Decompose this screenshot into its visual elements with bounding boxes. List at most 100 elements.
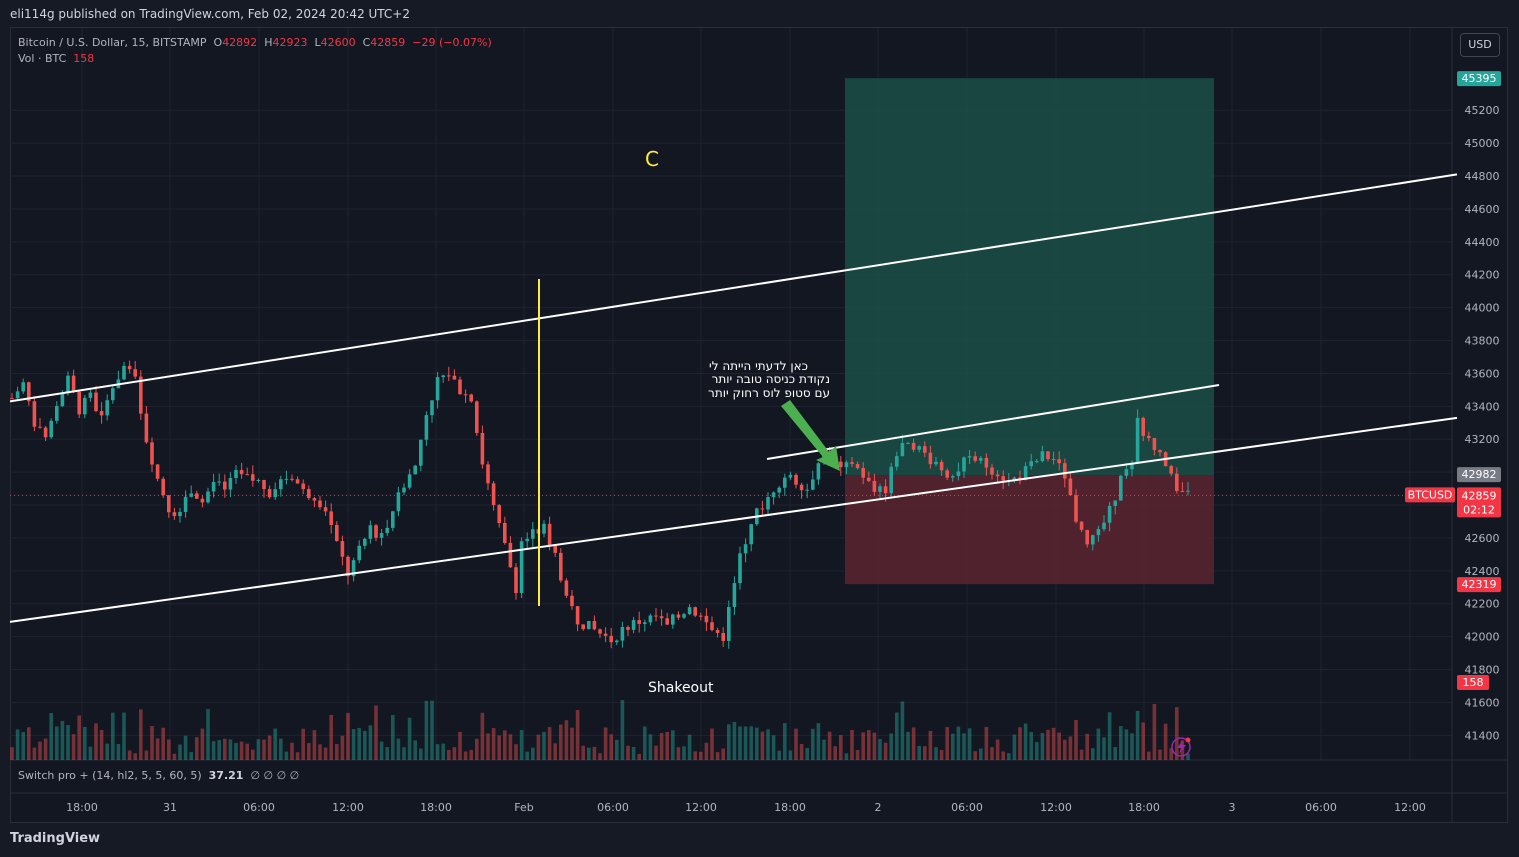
x-tick-label: 2 bbox=[875, 801, 882, 814]
stop-price-tag-bg bbox=[1457, 577, 1501, 593]
volume-bar bbox=[1040, 732, 1045, 760]
candle-body bbox=[127, 365, 132, 370]
stop-zone bbox=[845, 475, 1214, 585]
candle-body bbox=[693, 607, 697, 616]
volume-bar bbox=[788, 750, 793, 760]
candle-body bbox=[88, 392, 93, 398]
volume-bar bbox=[979, 748, 983, 760]
candle-body bbox=[1057, 459, 1061, 464]
candle-body bbox=[1119, 475, 1123, 501]
candle-body bbox=[452, 375, 457, 380]
candle-body bbox=[368, 525, 373, 539]
candle-body bbox=[839, 461, 843, 468]
volume-bar bbox=[581, 745, 585, 760]
volume-bar bbox=[878, 738, 882, 760]
symbol-name: Bitcoin / U.S. Dollar, 15, BITSTAMP bbox=[18, 36, 207, 49]
chart-frame[interactable] bbox=[10, 27, 1508, 823]
volume-bar bbox=[615, 739, 619, 760]
volume-bar bbox=[475, 738, 479, 760]
volume-bar bbox=[503, 730, 507, 760]
candle-body bbox=[267, 489, 272, 498]
candle-body bbox=[1079, 521, 1084, 530]
candle-body bbox=[374, 525, 378, 538]
volume-bar bbox=[116, 743, 121, 760]
volume-bar bbox=[1124, 729, 1129, 760]
volume-bar bbox=[1074, 719, 1078, 760]
hebrew-note-line-3: עם סטופ לוס רחוק יותר bbox=[708, 386, 830, 400]
volume-bar bbox=[435, 744, 440, 760]
volume-bar bbox=[1079, 749, 1084, 760]
currency-button[interactable]: USD bbox=[1460, 33, 1500, 57]
low-value: 42600 bbox=[320, 36, 356, 49]
target-price-tag-bg bbox=[1457, 71, 1501, 87]
volume-bar bbox=[844, 753, 849, 760]
volume-bar bbox=[984, 726, 989, 760]
volume-bar bbox=[161, 727, 165, 760]
last-price: 42859 bbox=[1462, 489, 1497, 502]
target-price-tag: 45395 bbox=[1462, 72, 1497, 85]
change-value: −29 (−0.07%) bbox=[412, 36, 492, 49]
volume-bar bbox=[771, 735, 776, 760]
candle-body bbox=[704, 615, 709, 623]
volume-bar bbox=[682, 746, 686, 760]
lightning-alert-icon[interactable] bbox=[1171, 737, 1191, 757]
volume-bar bbox=[1158, 749, 1162, 760]
volume-bar bbox=[211, 741, 216, 760]
candle-body bbox=[643, 622, 647, 624]
candle-body bbox=[699, 615, 703, 617]
volume-bar bbox=[178, 744, 182, 760]
candle-body bbox=[895, 456, 899, 467]
volume-bar bbox=[822, 739, 826, 760]
volume-bar bbox=[83, 726, 87, 760]
candle-body bbox=[872, 480, 877, 492]
volume-bar bbox=[928, 730, 933, 760]
volume-bar bbox=[424, 700, 429, 760]
candle-body bbox=[811, 479, 815, 490]
volume-bar bbox=[99, 729, 104, 760]
publisher-caption: eli114g published on TradingView.com, Fe… bbox=[10, 7, 410, 21]
volume-bar bbox=[777, 750, 781, 760]
candle-body bbox=[995, 474, 1000, 477]
candle-body bbox=[727, 606, 731, 641]
x-tick-label: 06:00 bbox=[1305, 801, 1337, 814]
stop-price-tag: 42319 bbox=[1462, 578, 1497, 591]
candle-body bbox=[55, 406, 59, 421]
candle-body bbox=[307, 489, 311, 499]
close-value: 42859 bbox=[370, 36, 406, 49]
candle-body bbox=[346, 556, 350, 577]
volume-bar bbox=[267, 735, 272, 760]
candle-body bbox=[749, 524, 753, 545]
candle-body bbox=[721, 632, 725, 641]
candle-body bbox=[592, 621, 597, 630]
candle-body bbox=[967, 456, 972, 458]
volume-bar bbox=[43, 738, 48, 760]
tradingview-logo[interactable]: TradingView bbox=[10, 831, 100, 846]
volume-bar bbox=[245, 743, 249, 760]
candle-body bbox=[458, 379, 462, 395]
candle-body bbox=[273, 489, 277, 498]
candle-body bbox=[206, 491, 210, 503]
volume-bar bbox=[1091, 748, 1095, 760]
volume-bar bbox=[911, 727, 916, 760]
candle-body bbox=[883, 486, 888, 494]
volume-bar bbox=[743, 726, 748, 760]
volume-bar bbox=[676, 747, 681, 760]
volume-bar bbox=[256, 739, 261, 760]
candle-body bbox=[178, 511, 182, 517]
volume-bar bbox=[133, 753, 137, 760]
candle-body bbox=[531, 529, 535, 539]
y-tick-label: 44400 bbox=[1465, 236, 1500, 249]
y-tick-label: 44000 bbox=[1465, 302, 1500, 315]
y-tick-label: 42000 bbox=[1465, 631, 1500, 644]
candle-body bbox=[682, 614, 686, 618]
volume-bar bbox=[251, 749, 255, 760]
candle-body bbox=[396, 492, 401, 512]
volume-bar bbox=[508, 734, 513, 760]
candle-body bbox=[900, 443, 905, 457]
volume-bar bbox=[206, 708, 210, 760]
candle-body bbox=[379, 533, 384, 538]
volume-bar bbox=[564, 720, 569, 760]
candle-body bbox=[575, 606, 580, 625]
candle-body bbox=[715, 630, 720, 633]
